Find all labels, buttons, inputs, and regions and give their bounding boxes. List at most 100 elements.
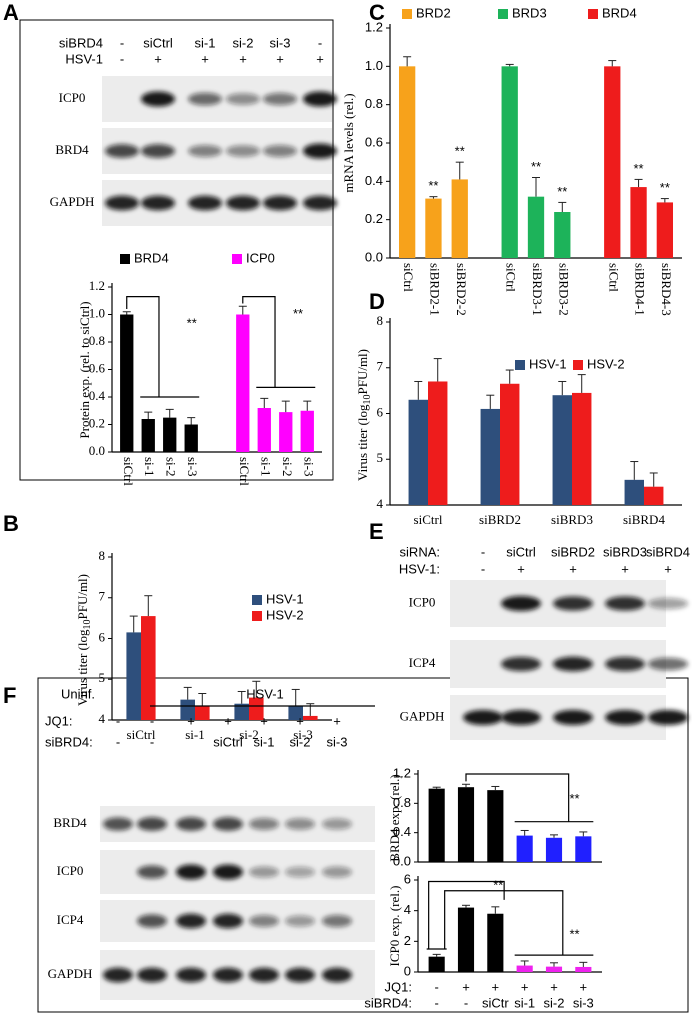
- bar: [163, 417, 177, 452]
- x-tick-label: si-3: [301, 457, 316, 477]
- error-bar: [660, 198, 669, 203]
- panel-letter: A: [3, 0, 19, 25]
- blot-band: [141, 91, 175, 107]
- y-tick-label: 7: [377, 359, 384, 374]
- x-tick-label: siCtrl: [414, 512, 443, 527]
- bar: [656, 202, 674, 258]
- error-bar: [144, 411, 153, 419]
- blot-band: [648, 709, 688, 726]
- legend-label: BRD4: [602, 5, 637, 20]
- blot-band: [501, 656, 541, 672]
- y-tick-label: 0.6: [89, 360, 106, 375]
- significance: **: [557, 184, 567, 199]
- error-bar: [260, 397, 269, 408]
- bar: [236, 314, 250, 452]
- significance: **: [660, 180, 670, 195]
- bar: [428, 788, 445, 862]
- error-bar: [558, 201, 567, 212]
- lane-header-label: JQ1:: [45, 713, 72, 728]
- blot-band: [141, 195, 175, 211]
- bar: [457, 787, 475, 862]
- blot-band: [605, 596, 645, 611]
- blot-band: [249, 967, 279, 983]
- bar: [516, 965, 533, 972]
- blot-band: [226, 145, 260, 157]
- lane-label: +: [154, 51, 162, 66]
- panel-frame: [37, 677, 689, 1013]
- blot-band: [103, 967, 133, 983]
- y-tick-label: 5: [99, 670, 106, 685]
- blot-band: [226, 93, 260, 105]
- bar: [554, 212, 571, 258]
- bracket: [444, 890, 564, 956]
- y-tick-label: 0.2: [89, 415, 105, 430]
- y-tick-label: 6: [99, 629, 106, 644]
- y-tick-label: 0.0: [89, 443, 105, 458]
- error-bar: [129, 615, 138, 633]
- error-bar: [198, 693, 207, 706]
- lane-label: si-2: [290, 734, 311, 749]
- y-axis-label-part: PFU/ml): [355, 349, 370, 395]
- lane-label: siBRD4: [646, 544, 690, 559]
- bracket: [126, 296, 160, 397]
- bar: [527, 196, 545, 258]
- error-bar: [303, 400, 312, 411]
- bar: [279, 412, 293, 452]
- lane-label: +: [239, 51, 247, 66]
- x-tick-label: siBRD4: [623, 512, 665, 527]
- group-label: HSV-1: [246, 686, 284, 701]
- error-bar: [429, 196, 438, 199]
- bar: [545, 837, 563, 862]
- blot-band: [188, 92, 222, 106]
- lane-label: +: [333, 713, 341, 728]
- bar: [195, 705, 210, 720]
- blot-row-label: GAPDH: [50, 194, 95, 209]
- bar: [257, 408, 271, 452]
- x-tick-label: si-3: [293, 727, 313, 742]
- error-bar: [491, 785, 500, 791]
- lane-label: -: [318, 35, 322, 50]
- x-row-label: JQ1:: [385, 979, 412, 994]
- significance: **: [531, 159, 541, 174]
- lane-label: +: [517, 561, 525, 576]
- error-bar: [433, 358, 442, 382]
- y-tick-label: 0.0: [365, 249, 383, 264]
- y-tick-label: 4: [99, 711, 106, 726]
- blot-band: [226, 195, 260, 211]
- significance: **: [293, 306, 303, 321]
- y-tick-label: 0.8: [89, 333, 105, 348]
- bar: [500, 383, 520, 505]
- bar: [487, 913, 504, 972]
- blot-band: [648, 597, 688, 610]
- blot-band: [137, 865, 167, 879]
- legend-swatch: [120, 254, 130, 264]
- bar: [126, 632, 141, 720]
- bar: [457, 907, 475, 972]
- y-tick-label: 1.2: [393, 765, 411, 780]
- blot-band: [553, 596, 593, 611]
- blot-band: [285, 915, 315, 927]
- x-tick-label: siCtr: [482, 995, 509, 1010]
- x-tick-label: +: [580, 979, 588, 994]
- legend-swatch: [252, 595, 262, 605]
- y-tick-label: 6: [377, 404, 384, 419]
- x-tick-label: siCtrl: [401, 263, 416, 292]
- bar: [120, 314, 134, 452]
- error-bar: [550, 834, 558, 838]
- lane-label: -: [481, 544, 485, 559]
- lane-label: -: [116, 734, 120, 749]
- bar: [184, 424, 198, 452]
- lane-label: siCtrl: [506, 544, 536, 559]
- x-tick-label: siCtrl: [237, 457, 252, 486]
- error-bar: [579, 831, 588, 837]
- y-tick-label: 1.0: [365, 58, 383, 73]
- error-bar: [238, 305, 247, 315]
- y-tick-label: 4: [377, 496, 384, 511]
- bracket: [242, 296, 276, 388]
- legend-swatch: [498, 9, 508, 19]
- bar: [425, 198, 442, 258]
- error-bar: [558, 380, 567, 396]
- error-bar: [462, 783, 470, 788]
- blot-row-label: GAPDH: [48, 966, 93, 981]
